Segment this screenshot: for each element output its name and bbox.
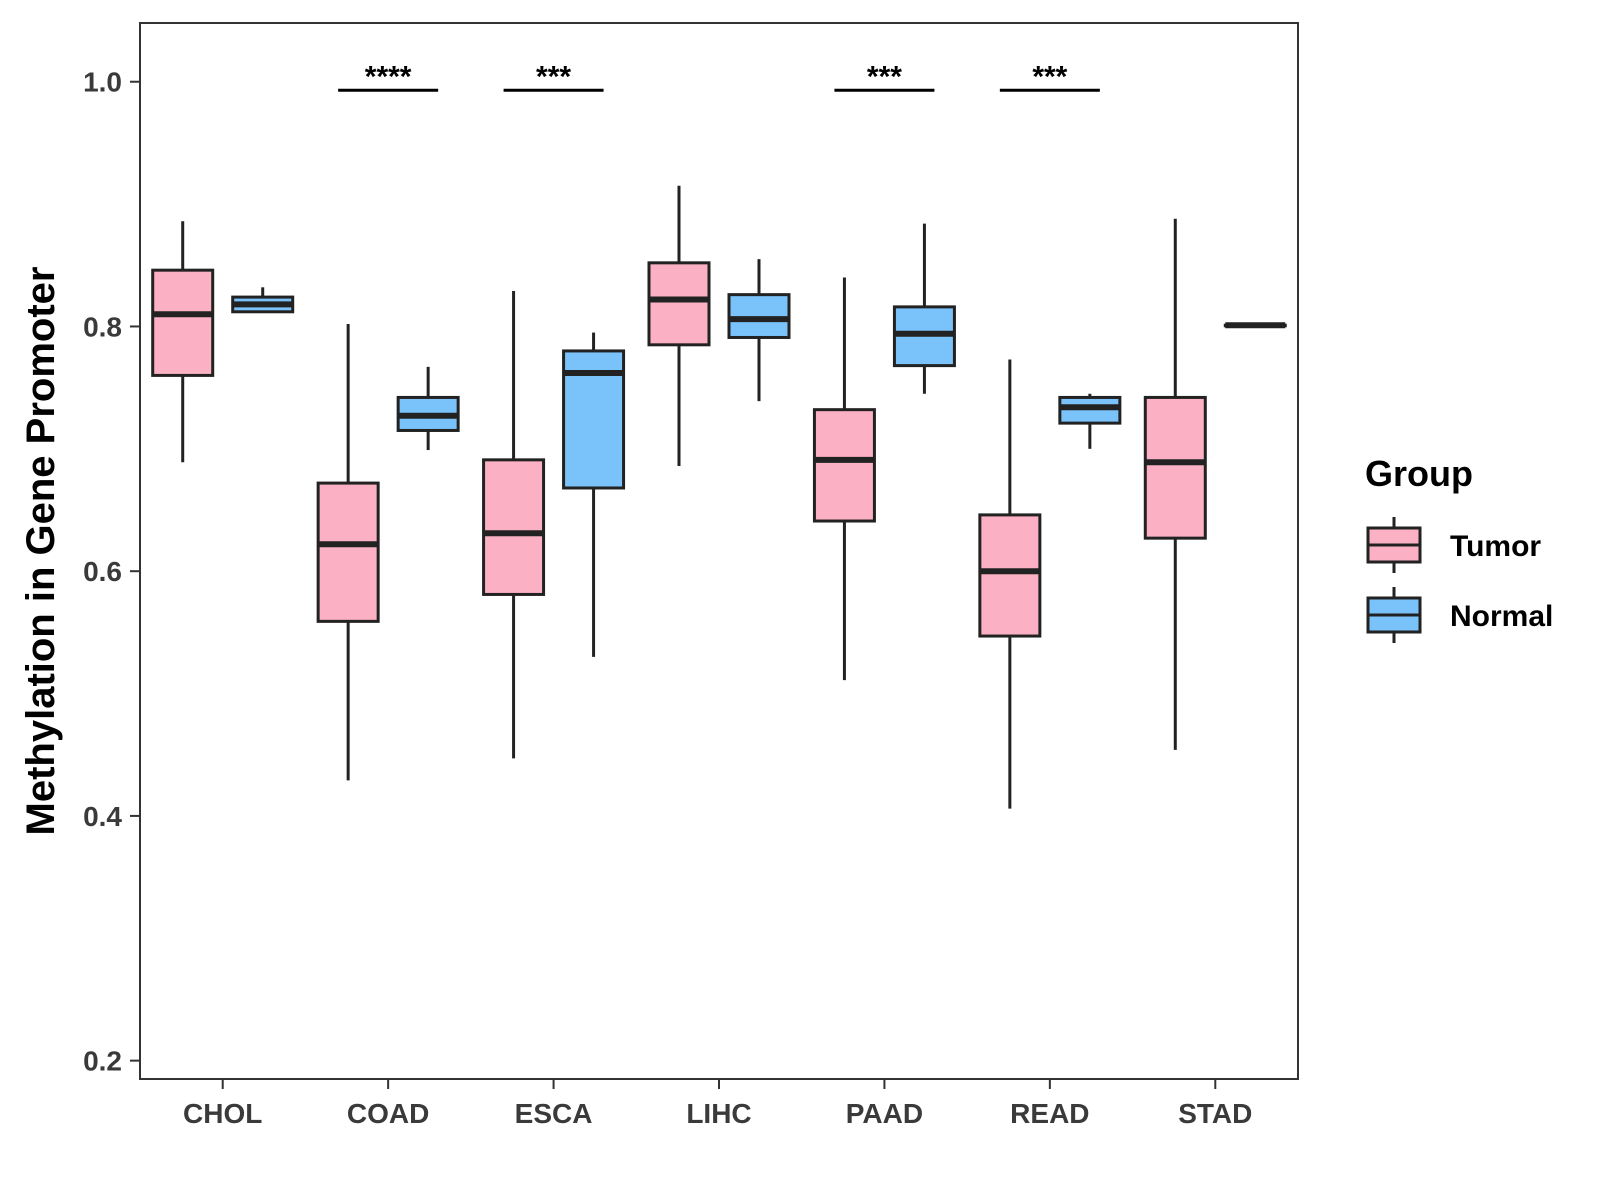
legend: Group Tumor Normal [1365,453,1553,643]
box-normal-lihc [727,259,791,402]
box-normal-chol [231,287,295,314]
box-tumor-chol [151,221,215,463]
plot-panel [139,22,1299,1080]
legend-label: Normal [1450,600,1553,633]
box-normal-coad [396,366,460,451]
y-tick-label: 0.2 [83,1046,122,1077]
box-normal-esca [562,332,626,657]
x-tick-label: ESCA [515,1098,593,1129]
box-body [1058,395,1122,425]
significance-label: *** [536,60,571,93]
legend-entry-tumor: Tumor [1366,517,1541,573]
box-normal-stad [1223,322,1287,329]
significance-annotations: **** *** *** *** [338,60,1100,93]
x-tick-label: STAD [1178,1098,1252,1129]
x-tick-label: COAD [347,1098,429,1129]
y-tick-label: 1.0 [83,67,122,98]
box-body [151,268,215,377]
box-body [727,293,791,339]
box-tumor-stad [1143,218,1207,750]
y-axis-title: Methylation in Gene Promoter [19,267,63,836]
legend-title: Group [1365,453,1473,494]
box-body [1143,395,1207,540]
y-tick-label: 0.6 [83,556,122,587]
box-tumor-lihc [647,185,711,466]
significance-label: *** [867,60,902,93]
box-body [316,481,380,623]
box-series [151,185,1287,809]
x-tick-label: READ [1010,1098,1089,1129]
box-tumor-esca [482,290,546,759]
legend-label: Tumor [1450,530,1541,563]
box-tumor-coad [316,324,380,781]
box-body [482,458,546,596]
significance-label: *** [1032,60,1067,93]
y-tick-label: 0.8 [83,311,122,342]
box-normal-read [1058,393,1122,449]
box-normal-paad [892,223,956,394]
box-tumor-read [978,359,1042,809]
box-tumor-paad [812,277,876,681]
x-tick-label: PAAD [846,1098,923,1129]
x-tick-label: LIHC [686,1098,751,1129]
y-axis: 0.2 0.4 0.6 0.8 1.0 [83,67,140,1077]
y-tick-label: 0.4 [83,801,122,832]
significance-label: **** [365,60,412,93]
box-body [647,261,711,347]
box-body [978,513,1042,638]
box-body [812,408,876,523]
x-tick-label: CHOL [183,1098,262,1129]
legend-entry-normal: Normal [1366,587,1553,643]
x-axis: CHOL COAD ESCA LIHC PAAD READ STAD [183,1079,1252,1129]
